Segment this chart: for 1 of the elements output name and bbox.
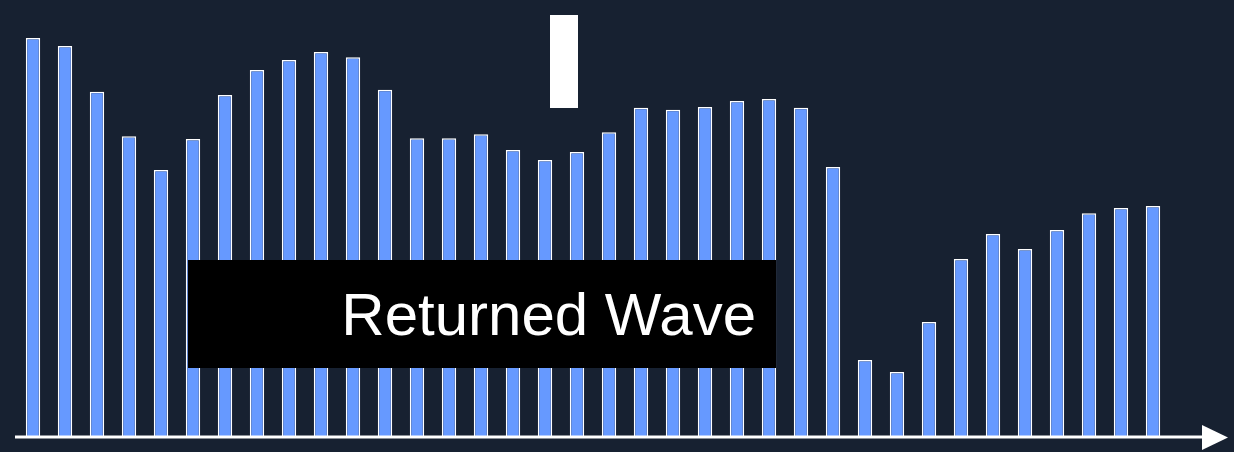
annotation: Returned Wave — [188, 260, 776, 368]
